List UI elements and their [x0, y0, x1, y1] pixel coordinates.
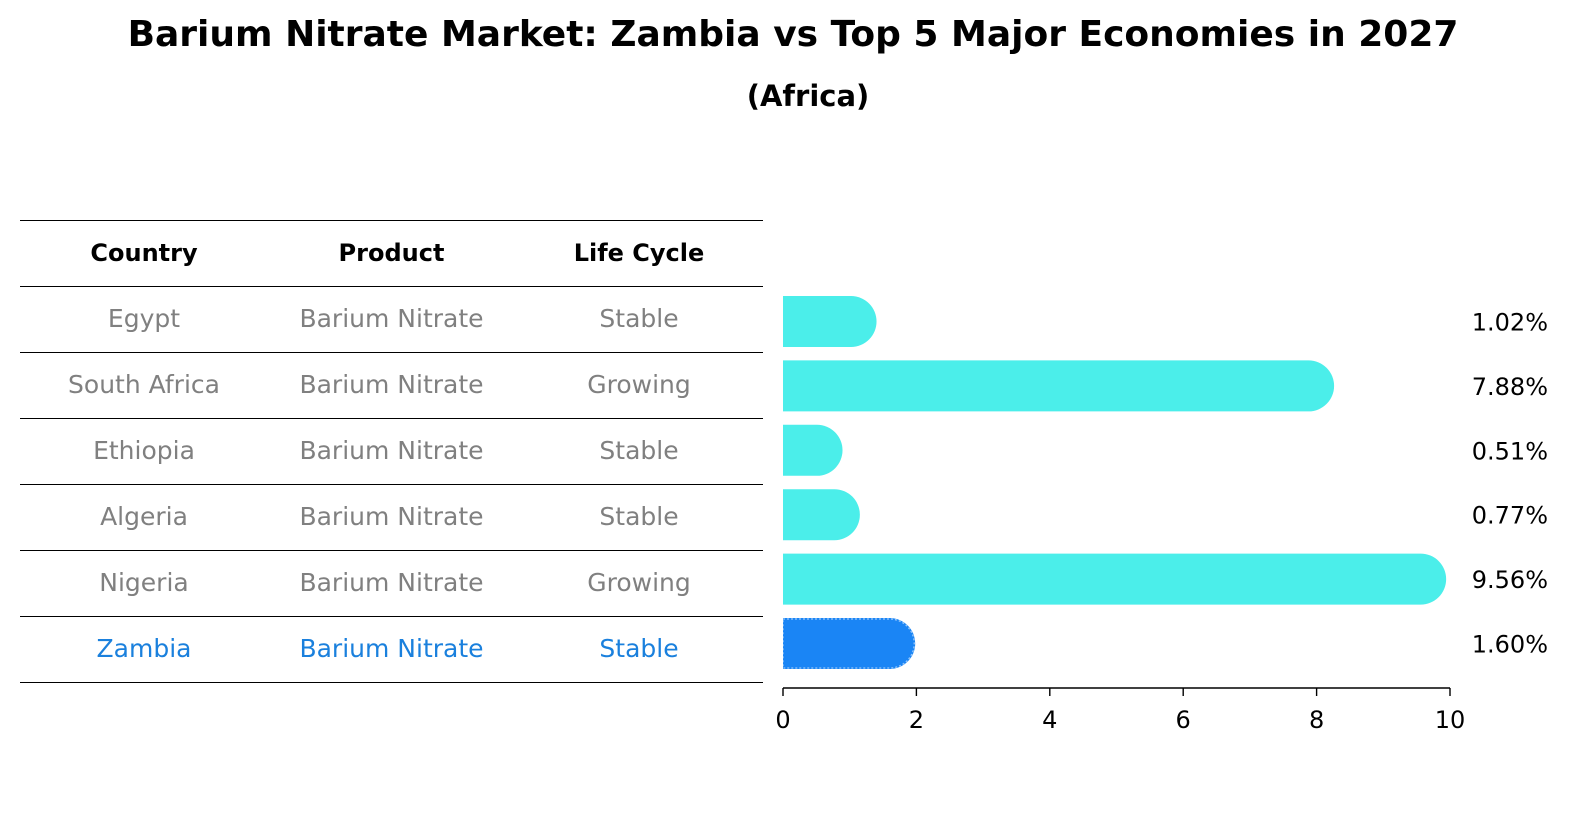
cell-country: Nigeria: [99, 568, 189, 597]
x-tick-label: 10: [1435, 706, 1466, 734]
bars-group: [782, 296, 1447, 669]
table-row: Algeria Barium Nitrate Stable: [20, 484, 763, 550]
bar-zambia: [783, 618, 916, 669]
table-row-highlighted: Zambia Barium Nitrate Stable: [20, 616, 763, 683]
value-label: 0.51%: [1472, 437, 1548, 465]
cell-life-cycle: Stable: [599, 634, 679, 663]
header-product: Product: [338, 239, 445, 267]
cell-life-cycle: Stable: [599, 502, 679, 531]
chart-subtitle: (Africa): [746, 79, 870, 113]
table-row: South Africa Barium Nitrate Growing: [20, 352, 763, 418]
x-axis: 0 2 4 6 8 10: [775, 687, 1466, 734]
table-row: Egypt Barium Nitrate Stable: [20, 286, 763, 352]
bar-ethiopia: [783, 424, 843, 476]
bar-nigeria: [783, 553, 1447, 605]
cell-life-cycle: Growing: [587, 568, 691, 597]
cell-life-cycle: Stable: [599, 304, 679, 333]
cell-product: Barium Nitrate: [299, 634, 484, 663]
cell-country: South Africa: [68, 370, 220, 399]
cell-product: Barium Nitrate: [299, 502, 484, 531]
cell-country: Egypt: [107, 304, 181, 333]
x-tick-label: 0: [775, 706, 790, 734]
table-row: Ethiopia Barium Nitrate Stable: [20, 418, 763, 484]
cell-product: Barium Nitrate: [299, 568, 484, 597]
cell-life-cycle: Stable: [599, 436, 679, 465]
country-table: Country Product Life Cycle Egypt Barium …: [20, 220, 763, 683]
table-header-row: Country Product Life Cycle: [20, 220, 763, 286]
value-label: 9.56%: [1472, 566, 1548, 594]
x-tick-label: 4: [1042, 706, 1057, 734]
x-tick-label: 8: [1309, 706, 1324, 734]
header-life-cycle: Life Cycle: [573, 239, 705, 267]
value-labels-group: 1.02% 7.88% 0.51% 0.77% 9.56% 1.60%: [1472, 309, 1548, 659]
cell-life-cycle: Growing: [587, 370, 691, 399]
chart-title: Barium Nitrate Market: Zambia vs Top 5 M…: [127, 14, 1459, 55]
table-row: Nigeria Barium Nitrate Growing: [20, 550, 763, 616]
header-country: Country: [90, 239, 198, 267]
cell-product: Barium Nitrate: [299, 304, 484, 333]
cell-country: Algeria: [100, 502, 188, 531]
value-label: 7.88%: [1472, 373, 1548, 401]
value-label: 0.77%: [1472, 502, 1548, 530]
bar-south-africa: [783, 360, 1335, 412]
cell-product: Barium Nitrate: [299, 436, 484, 465]
x-tick-label: 6: [1176, 706, 1191, 734]
value-label: 1.60%: [1472, 631, 1548, 659]
bar-egypt: [783, 296, 877, 347]
cell-product: Barium Nitrate: [299, 370, 484, 399]
value-label: 1.02%: [1472, 309, 1548, 337]
bar-algeria: [783, 489, 860, 541]
cell-country: Ethiopia: [93, 436, 195, 465]
x-tick-label: 2: [909, 706, 924, 734]
cell-country: Zambia: [96, 634, 192, 663]
